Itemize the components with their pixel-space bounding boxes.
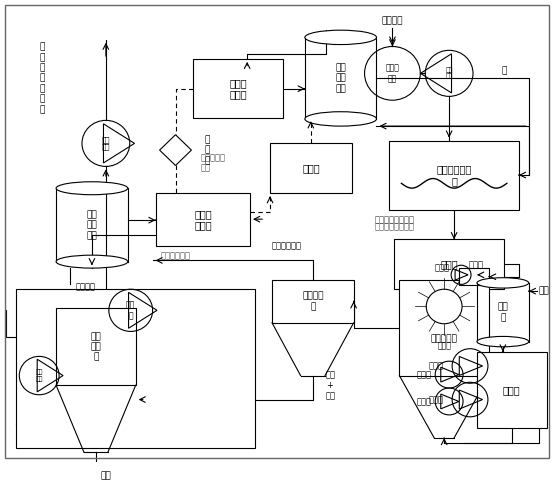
Text: 颗粒
+
空气: 颗粒 + 空气	[326, 370, 336, 400]
Text: 收料
小分
器: 收料 小分 器	[90, 332, 101, 362]
Text: 送风
风机: 送风 风机	[35, 370, 43, 382]
FancyBboxPatch shape	[156, 193, 250, 246]
Ellipse shape	[477, 336, 529, 347]
Text: 压缩机: 压缩机	[302, 163, 320, 173]
Text: 排
出
的
无
害
空
气: 排 出 的 无 害 空 气	[39, 42, 44, 114]
Text: 节
流
阀: 节 流 阀	[204, 135, 209, 165]
Text: 引风
机: 引风 机	[126, 300, 135, 320]
FancyBboxPatch shape	[477, 351, 547, 428]
Text: 排风
风机: 排风 风机	[101, 136, 110, 151]
Ellipse shape	[477, 278, 529, 288]
Text: 喷雾干燥塔: 喷雾干燥塔	[430, 335, 458, 344]
Text: 水一空气换热
器: 水一空气换热 器	[437, 164, 472, 186]
Text: 送风
风机: 送风 风机	[445, 67, 453, 79]
FancyBboxPatch shape	[389, 141, 519, 210]
Text: 真空泵: 真空泵	[416, 397, 431, 406]
Text: 热源供给循环: 热源供给循环	[161, 251, 191, 260]
FancyBboxPatch shape	[193, 59, 283, 119]
FancyBboxPatch shape	[270, 144, 352, 193]
Text: 混有颗粒空气: 混有颗粒空气	[272, 242, 302, 251]
Text: 空气与浆预热循环: 空气与浆预热循环	[375, 216, 414, 225]
Text: 浆料: 浆料	[538, 287, 550, 296]
Text: 过滤器: 过滤器	[503, 385, 521, 395]
FancyBboxPatch shape	[394, 240, 504, 289]
Ellipse shape	[305, 112, 377, 126]
Ellipse shape	[305, 30, 377, 45]
Text: 循环液体: 循环液体	[75, 283, 95, 291]
Text: 壳管式
蒸发器: 壳管式 蒸发器	[194, 209, 212, 230]
Text: 真空泵: 真空泵	[434, 263, 449, 272]
Text: 旋风分离
器: 旋风分离 器	[302, 291, 324, 311]
Text: 贮热
高温
水箱: 贮热 高温 水箱	[335, 63, 346, 93]
Text: 水: 水	[501, 66, 506, 75]
Text: 外界新风: 外界新风	[382, 16, 403, 25]
Text: 壳管式
冷凝器: 壳管式 冷凝器	[229, 78, 247, 99]
Text: 高效过
滤器: 高效过 滤器	[386, 64, 399, 83]
Text: 脱气
罐: 脱气 罐	[497, 302, 508, 322]
FancyBboxPatch shape	[16, 289, 255, 447]
Ellipse shape	[56, 255, 128, 268]
Text: 空气与浆预热循环: 空气与浆预热循环	[375, 222, 414, 231]
FancyBboxPatch shape	[272, 280, 353, 323]
Text: 产品: 产品	[101, 471, 112, 480]
FancyBboxPatch shape	[399, 280, 489, 375]
Text: 预热器: 预热器	[428, 361, 443, 371]
Text: 真空泵: 真空泵	[469, 261, 484, 270]
FancyBboxPatch shape	[459, 268, 489, 286]
Text: 溶液
低温
水箱: 溶液 低温 水箱	[86, 210, 98, 240]
Ellipse shape	[56, 182, 128, 195]
Text: 电加热: 电加热	[440, 259, 458, 269]
FancyBboxPatch shape	[56, 309, 136, 385]
Text: 制冷剂回路
循环: 制冷剂回路 循环	[201, 153, 225, 172]
Text: 真空泵: 真空泵	[428, 395, 443, 404]
Text: 雾化器: 雾化器	[437, 341, 451, 350]
Text: 预热器: 预热器	[416, 370, 431, 379]
